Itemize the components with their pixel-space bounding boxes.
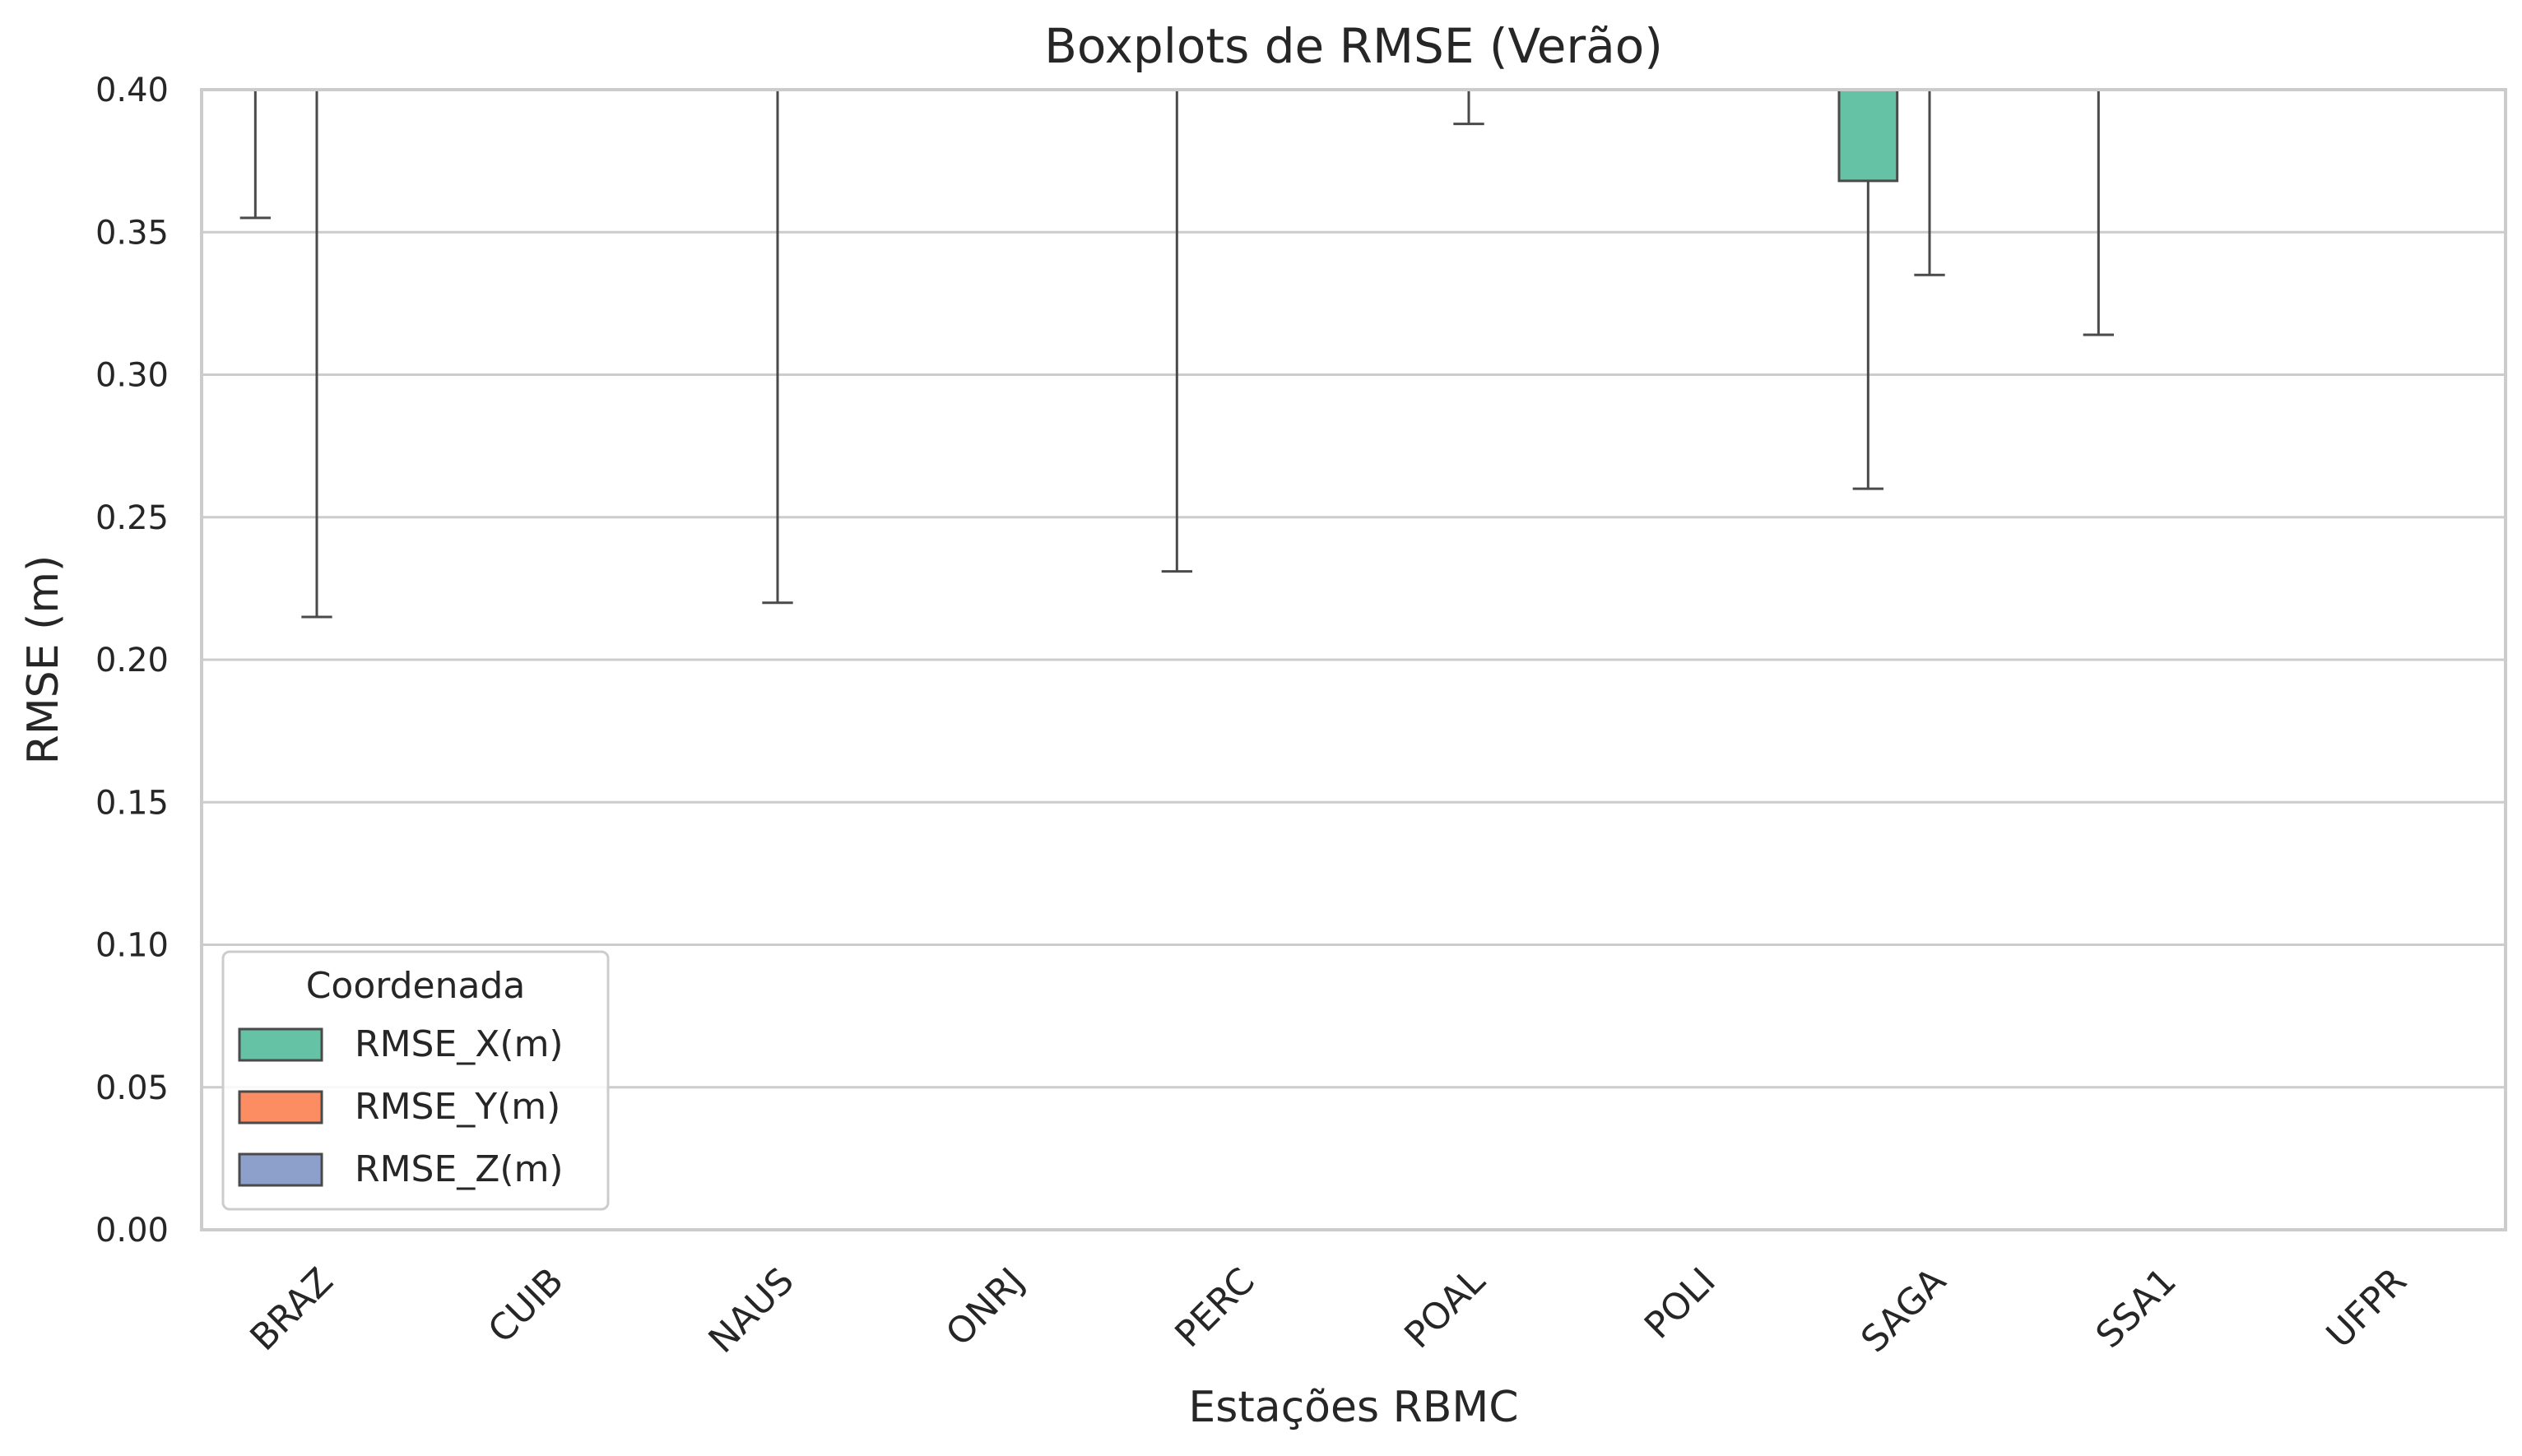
y-tick-label: 0.05 xyxy=(95,1069,169,1107)
y-tick-labels: 0.00 0.05 0.10 0.15 0.20 0.25 0.30 0.35 0.40 xyxy=(95,72,169,1250)
box-braz-1 xyxy=(239,90,271,220)
y-tick-label: 0.10 xyxy=(95,927,169,965)
y-tick-label: 0.20 xyxy=(95,642,169,679)
box-braz-2 xyxy=(301,90,332,619)
legend-box xyxy=(221,950,610,1211)
legend-swatch xyxy=(238,1027,323,1062)
box-marks xyxy=(239,88,2114,619)
y-tick-label: 0.25 xyxy=(95,499,169,537)
y-tick-label: 0.40 xyxy=(95,72,169,109)
box-poal-2 xyxy=(1453,90,1484,126)
x-axis-label: Estações RBMC xyxy=(1188,1383,1518,1432)
y-tick-label: 0.35 xyxy=(95,214,169,252)
chart-title: Boxplots de RMSE (Verão) xyxy=(1044,18,1663,74)
legend-swatch xyxy=(238,1090,323,1124)
legend-label: RMSE_Y(m) xyxy=(355,1086,560,1128)
legend-entries: RMSE_X(m) RMSE_Y(m) RMSE_Z(m) xyxy=(238,1023,564,1190)
box-body xyxy=(1837,88,1899,183)
legend-swatch xyxy=(238,1152,323,1187)
y-tick-label: 0.30 xyxy=(95,357,169,395)
legend-title: Coordenada xyxy=(306,965,526,1007)
plot-frame xyxy=(200,88,2507,1231)
box-saga-2 xyxy=(1914,90,1945,276)
box-ssa1-1 xyxy=(2083,90,2114,336)
y-axis-label: RMSE (m) xyxy=(19,555,68,765)
box-naus-2 xyxy=(762,90,793,605)
box-perc-1 xyxy=(1161,90,1192,573)
legend-label: RMSE_X(m) xyxy=(355,1023,564,1065)
y-tick-label: 0.00 xyxy=(95,1212,169,1250)
box-saga-1 xyxy=(1837,88,1899,490)
legend: Coordenada RMSE_X(m) RMSE_Y(m) RMSE_Z(m) xyxy=(221,950,610,1211)
legend-label: RMSE_Z(m) xyxy=(355,1148,564,1190)
y-tick-label: 0.15 xyxy=(95,784,169,822)
